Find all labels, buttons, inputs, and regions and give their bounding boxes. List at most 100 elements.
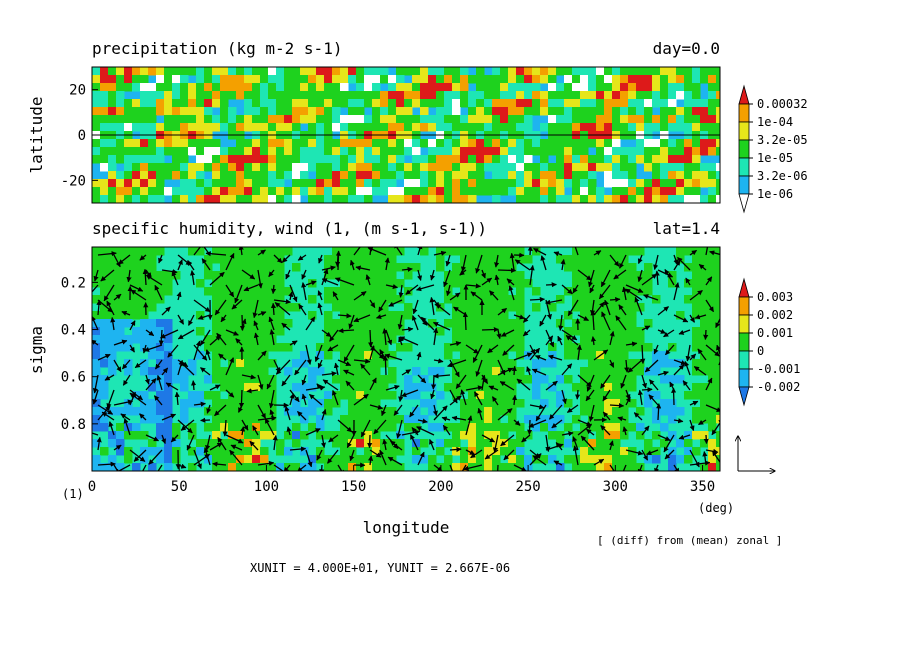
wind-vector — [369, 404, 384, 410]
wind-vector — [705, 344, 720, 357]
wind-vector — [613, 269, 627, 280]
wind-vector — [360, 419, 371, 438]
wind-vector — [288, 291, 294, 301]
wind-vector — [702, 451, 708, 466]
wind-vector — [705, 276, 713, 286]
wind-vector — [243, 284, 259, 292]
wind-vector — [653, 254, 659, 270]
wind-vector — [722, 442, 726, 450]
wind-vector — [577, 269, 592, 281]
wind-vector — [615, 315, 627, 331]
wind-vector — [382, 438, 388, 451]
colorbar-label: -0.002 — [757, 380, 800, 394]
wind-vector — [561, 431, 574, 437]
wind-vector — [171, 270, 179, 286]
wind-vector — [521, 434, 531, 443]
wind-vector — [113, 339, 128, 346]
wind-vector — [160, 329, 179, 339]
wind-vector — [625, 396, 631, 406]
wind-vector — [609, 359, 615, 368]
wind-vector — [600, 374, 611, 389]
colorbar-swatch — [738, 139, 750, 159]
wind-vector — [481, 277, 493, 286]
bottom-panel-title: specific humidity, wind (1, (m s-1, s-1)… — [92, 219, 487, 238]
colorbar-swatch — [738, 368, 750, 388]
wind-vector — [514, 259, 531, 271]
wind-vector — [718, 420, 720, 426]
wind-vector — [274, 302, 291, 316]
colorbar-label: 1e-04 — [757, 115, 793, 129]
wind-vector — [346, 434, 355, 449]
wind-vector — [586, 374, 595, 392]
wind-vector — [433, 250, 447, 256]
wind-vector — [118, 254, 131, 265]
wind-vector — [429, 296, 435, 316]
wind-vector — [641, 273, 658, 286]
wind-vector — [641, 449, 649, 461]
colorbar-swatch — [738, 84, 750, 105]
wind-vector — [411, 315, 419, 331]
wind-vector — [481, 374, 487, 391]
wind-vector — [269, 329, 275, 346]
wind-vector — [209, 271, 225, 286]
wind-vector — [641, 425, 650, 436]
wind-vector — [145, 378, 157, 391]
wind-vector — [643, 294, 659, 301]
top-y-axis-label: latitude — [27, 96, 46, 173]
wind-vector — [189, 270, 196, 286]
colorbar-label: 0.00032 — [757, 97, 808, 111]
wind-vector — [187, 260, 195, 271]
wind-vector — [576, 344, 582, 361]
wind-vector — [640, 344, 646, 364]
wind-vector — [449, 341, 462, 347]
wind-vector — [264, 418, 275, 436]
wind-vector — [93, 269, 99, 282]
wind-vector — [449, 395, 462, 406]
wind-vector — [270, 302, 277, 316]
wind-vector — [212, 461, 227, 467]
bottom-plot-frame — [91, 246, 721, 472]
y-tick-label: 0.2 — [61, 275, 86, 291]
wind-vector — [634, 296, 643, 316]
wind-vector — [487, 344, 499, 354]
wind-vector — [145, 434, 159, 442]
wind-vector — [319, 464, 325, 471]
wind-vector — [589, 284, 595, 294]
wind-vector — [535, 404, 547, 422]
wind-vector — [689, 460, 711, 466]
wind-vector — [92, 374, 99, 394]
wind-vector — [214, 404, 227, 417]
wind-vector — [561, 363, 573, 376]
wind-vector — [494, 274, 500, 286]
wind-vector — [417, 418, 428, 424]
wind-vector — [355, 265, 371, 271]
wind-vector — [572, 445, 579, 466]
wind-vector — [348, 314, 355, 330]
wind-vector — [216, 332, 227, 346]
wind-vector — [620, 374, 627, 389]
wind-vector — [529, 265, 535, 286]
wind-vector — [384, 257, 390, 271]
wind-vector — [644, 359, 659, 373]
wind-vector — [329, 329, 339, 342]
wind-vector — [393, 247, 403, 256]
wind-vector — [460, 254, 467, 272]
wind-vector — [430, 374, 437, 390]
wind-vector — [715, 317, 720, 329]
wind-vector — [100, 269, 115, 282]
wind-vector — [385, 284, 399, 290]
wind-vector — [609, 403, 625, 409]
wind-vector — [533, 247, 547, 256]
wind-vector — [500, 434, 515, 447]
wind-vector — [257, 311, 267, 317]
wind-vector — [637, 464, 643, 471]
wind-vector — [627, 359, 643, 373]
wind-vector — [711, 421, 720, 436]
wind-vector — [401, 389, 419, 397]
wind-vector — [320, 434, 326, 449]
wind-vector — [108, 421, 115, 436]
wind-vector — [593, 349, 609, 361]
wind-vector — [705, 404, 720, 412]
wind-vector — [593, 458, 605, 466]
